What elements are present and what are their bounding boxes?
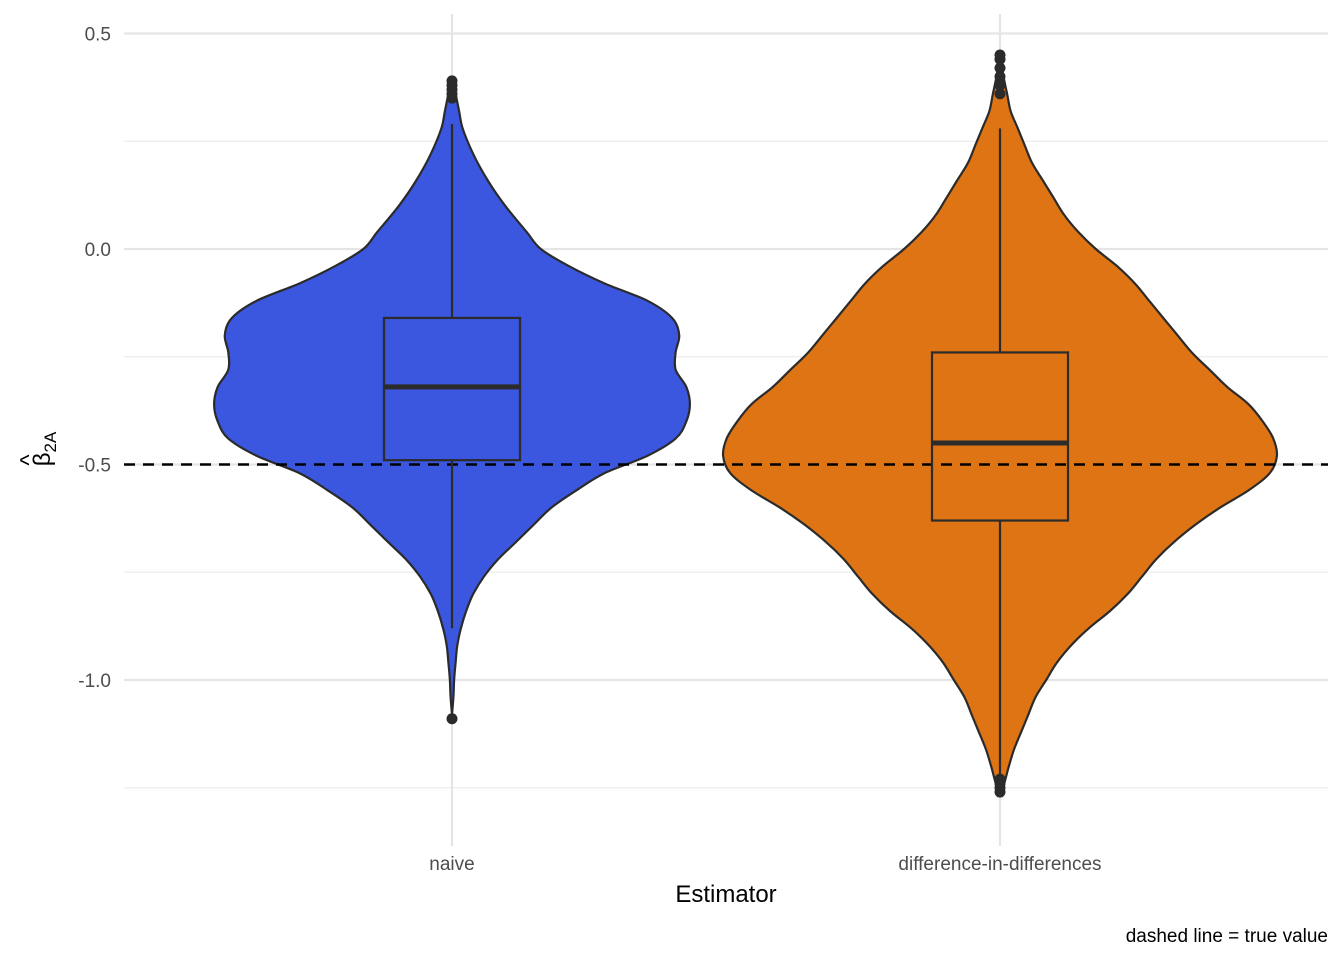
box-iqr <box>930 351 1070 522</box>
violins <box>213 53 1279 798</box>
boxplot-naive <box>382 75 522 725</box>
outlier-point <box>994 79 1006 91</box>
y-tick-label: 0.0 <box>85 240 111 261</box>
x-tick-labels: naive difference-in-differences <box>429 854 1101 875</box>
outlier-point <box>446 713 458 725</box>
y-tick-label: -0.5 <box>78 456 111 477</box>
y-axis-title: β2A ^ <box>16 431 60 466</box>
y-tick-label: -1.0 <box>78 671 111 692</box>
y-axis-title-subscript: 2A <box>41 431 60 452</box>
outlier-point <box>994 88 1006 100</box>
y-tick-label: 0.5 <box>85 25 111 46</box>
outlier-point <box>446 75 458 87</box>
x-axis-title: Estimator <box>675 881 776 908</box>
outlier-point <box>994 62 1006 74</box>
y-tick-labels: 0.5 0.0 -0.5 -1.0 <box>78 25 111 693</box>
boxplots <box>382 49 1070 798</box>
x-tick-label: naive <box>429 854 474 875</box>
boxplot-difference-in-differences <box>930 49 1070 798</box>
x-tick-label: difference-in-differences <box>898 854 1101 875</box>
outlier-point <box>994 49 1006 61</box>
y-axis-title-base: β <box>29 452 56 466</box>
y-axis-title-hat: ^ <box>16 454 43 466</box>
svg-text:β2A: β2A <box>29 431 60 466</box>
outlier-point <box>994 773 1006 785</box>
chart-caption: dashed line = true value <box>1126 926 1328 947</box>
outlier-point <box>994 71 1006 83</box>
